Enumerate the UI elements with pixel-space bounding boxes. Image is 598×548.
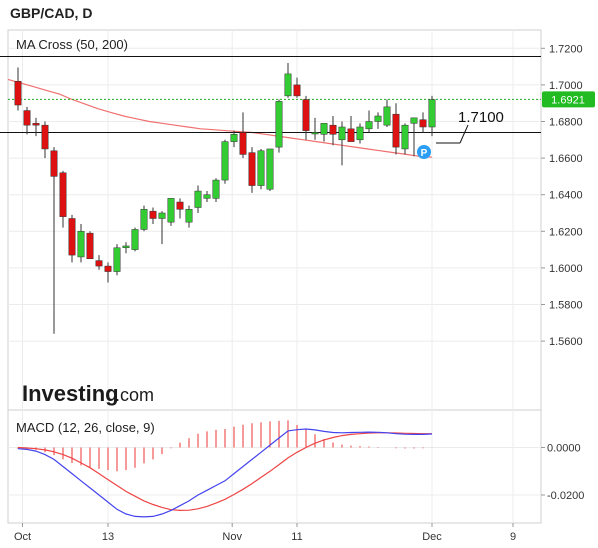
candle-body — [212, 179, 220, 199]
candle-body — [284, 73, 292, 97]
candle-body — [77, 231, 85, 258]
current-price-value: 1.6921 — [551, 94, 585, 106]
x-tick-label: 9 — [510, 531, 516, 543]
candle-body — [230, 134, 238, 142]
candle-body — [149, 210, 157, 219]
candle-body — [32, 123, 40, 126]
candles — [14, 62, 436, 334]
candle-body — [59, 172, 67, 217]
logo-main: Investing — [22, 381, 119, 406]
grid — [8, 30, 541, 523]
macd-line — [17, 428, 433, 518]
candle-body — [329, 124, 337, 135]
candle-body — [23, 110, 31, 126]
macd-label: MACD (12, 26, close, 9) — [16, 420, 155, 435]
moving-average-lines — [7, 78, 433, 158]
y-tick-label: 1.6000 — [549, 263, 583, 275]
candle-body — [158, 212, 166, 219]
candle-body — [257, 150, 265, 186]
y-tick-label-macd: -0.0200 — [547, 490, 584, 502]
candle-body — [401, 124, 409, 150]
candle-body — [95, 260, 103, 267]
candle-body — [176, 201, 184, 210]
x-tick-label: 11 — [291, 531, 302, 543]
marker-circle — [417, 145, 431, 159]
y-tick-label: 1.7200 — [549, 43, 583, 55]
candle-body — [419, 119, 427, 128]
candle-body — [194, 190, 202, 208]
candle-body — [185, 209, 193, 223]
x-tick-labels: Oct 13 Nov 11 Dec 9 — [14, 523, 516, 543]
y-tick-label: 1.5600 — [549, 336, 583, 348]
p-circle-icon[interactable]: P — [417, 145, 431, 159]
candle-body — [365, 121, 373, 130]
y-tick-label: 1.6800 — [549, 117, 583, 129]
candle-body — [86, 232, 94, 260]
candle-body — [122, 245, 130, 249]
annotation-slope — [459, 124, 469, 144]
candle-body — [140, 209, 148, 230]
candle-body — [410, 117, 418, 124]
candle-body — [320, 123, 328, 135]
y-tick-label: 1.7000 — [549, 80, 583, 92]
y-tick-label: 1.5800 — [549, 300, 583, 312]
candle-body — [356, 126, 364, 141]
candle-body — [221, 141, 229, 181]
candle-body — [104, 265, 112, 272]
chart-title: GBP/CAD, D — [10, 5, 92, 21]
signal-line — [17, 432, 432, 512]
macd-panel-frame — [7, 409, 542, 524]
annotation-label: 1.7100 — [458, 109, 504, 126]
ma-cross-label: MA Cross (50, 200) — [16, 37, 128, 52]
candle-body — [275, 101, 283, 148]
candle-body — [347, 128, 355, 142]
y-tick-labels: 1.7200 1.7000 1.6800 1.6600 1.6400 1.6200 1.60… — [541, 43, 584, 502]
x-tick-label: Oct — [14, 531, 31, 543]
candle-body — [203, 194, 211, 199]
investing-logo: Investing .com — [22, 381, 154, 406]
candle-body — [50, 150, 58, 177]
ma50-line — [7, 78, 433, 158]
candle-body — [302, 99, 310, 131]
candle-body — [338, 126, 346, 141]
current-price-badge: 1.6921 — [542, 91, 595, 108]
candle-body — [248, 152, 256, 186]
candle-body — [374, 115, 382, 122]
candle-body — [239, 132, 247, 155]
macd-lines — [17, 420, 433, 518]
candle-body — [131, 229, 139, 250]
y-tick-label: 1.6200 — [549, 226, 583, 238]
candle-body — [383, 106, 391, 126]
candle-body — [113, 247, 121, 272]
price-annotation: 1.7100 — [436, 109, 504, 144]
candle-body — [266, 148, 274, 190]
candle-body — [167, 198, 175, 223]
candle-body — [392, 113, 400, 148]
horizontal-lines — [0, 56, 541, 133]
x-tick-label: 13 — [102, 531, 114, 543]
x-tick-label: Dec — [422, 531, 442, 543]
y-tick-label: 1.6400 — [549, 190, 583, 202]
candle-body — [428, 99, 436, 128]
x-tick-label: Nov — [222, 531, 242, 543]
candle-body — [14, 80, 22, 106]
current-price-badge-bg — [542, 91, 595, 108]
y-tick-label-macd: 0.0000 — [547, 443, 581, 455]
candle-body — [311, 132, 319, 135]
y-tick-label: 1.6600 — [549, 153, 583, 165]
marker-label: P — [421, 148, 428, 159]
candle-body — [41, 124, 49, 150]
candle-body — [293, 84, 301, 97]
candle-body — [68, 218, 76, 256]
logo-suffix: .com — [115, 385, 154, 405]
